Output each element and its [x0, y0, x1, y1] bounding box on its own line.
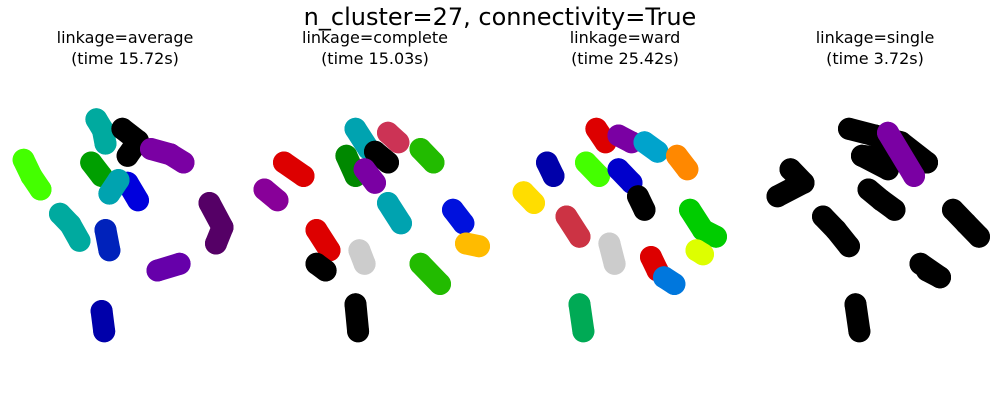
cluster-blob [59, 213, 91, 252]
cluster-blob [116, 129, 149, 167]
cluster-blob [955, 212, 990, 248]
subplot-ward [512, 117, 727, 343]
subplot-single [766, 117, 990, 343]
cluster-blob [344, 293, 370, 343]
subplot-title-line2: (time 15.03s) [321, 49, 429, 68]
cluster-blob [116, 171, 149, 212]
cluster-blob [305, 219, 341, 262]
cluster-blob [335, 144, 367, 187]
subplot-average [12, 108, 234, 343]
subplot-title-line1: linkage=single [815, 28, 935, 47]
cluster-blob [146, 252, 191, 282]
subplot-title-single: linkage=single (time 3.72s) [750, 27, 1000, 69]
cluster-blob [692, 219, 727, 248]
subplot-complete [253, 117, 490, 343]
cluster-blob [653, 266, 686, 295]
cluster-blob [685, 239, 714, 266]
cluster-blob [627, 185, 656, 221]
subplot-title-average: linkage=average (time 15.72s) [0, 27, 250, 69]
cluster-blob [607, 124, 643, 154]
cluster-blob [20, 165, 52, 201]
cluster-blob [91, 119, 117, 155]
cluster-blob [305, 252, 337, 282]
subplot-title-line1: linkage=complete [302, 28, 448, 47]
cluster-blob [273, 151, 315, 187]
cluster-blob [633, 131, 669, 163]
cluster-blob [640, 246, 669, 282]
cluster-blob [409, 138, 445, 174]
subplot-title-line1: linkage=average [56, 28, 194, 47]
cluster-blob [364, 140, 399, 174]
subplot-title-complete: linkage=complete (time 15.03s) [250, 27, 500, 69]
cluster-blob [666, 144, 699, 181]
cluster-blob [607, 158, 643, 194]
cluster-blob [348, 239, 376, 275]
cluster-blob [844, 293, 871, 343]
cluster-blob [98, 169, 130, 205]
cluster-blob [205, 216, 234, 255]
figure-title: n_cluster=27, connectivity=True [303, 3, 697, 31]
cluster-blob [825, 219, 860, 258]
cluster-blob [94, 219, 121, 262]
cluster-blob [598, 232, 626, 275]
cluster-blob [377, 192, 412, 235]
cluster-blob [585, 117, 617, 154]
cluster-blob [536, 151, 565, 187]
cluster-blob [870, 189, 906, 221]
cluster-blob [90, 300, 116, 343]
cluster-blob [877, 121, 925, 187]
subplot-title-line2: (time 15.72s) [71, 49, 179, 68]
cluster-blob [159, 143, 195, 174]
cluster-blob [253, 178, 289, 212]
cluster-blob [512, 181, 545, 214]
cluster-blob [568, 293, 595, 343]
cluster-blob [409, 252, 451, 295]
cluster-blob [766, 171, 815, 208]
cluster-blob [353, 158, 386, 194]
cluster-blob [377, 121, 410, 154]
subplot-title-ward: linkage=ward (time 25.42s) [500, 27, 750, 69]
subplot-title-line1: linkage=ward [569, 28, 681, 47]
subplot-title-line2: (time 3.72s) [826, 49, 924, 68]
cluster-blob [455, 232, 490, 258]
cluster-blob [575, 151, 610, 187]
cluster-blob [851, 144, 899, 181]
cluster-blob [916, 259, 951, 289]
subplot-title-line2: (time 25.42s) [571, 49, 679, 68]
cluster-blob [80, 151, 113, 187]
cluster-blob [555, 205, 591, 248]
cluster-blob [442, 198, 475, 235]
